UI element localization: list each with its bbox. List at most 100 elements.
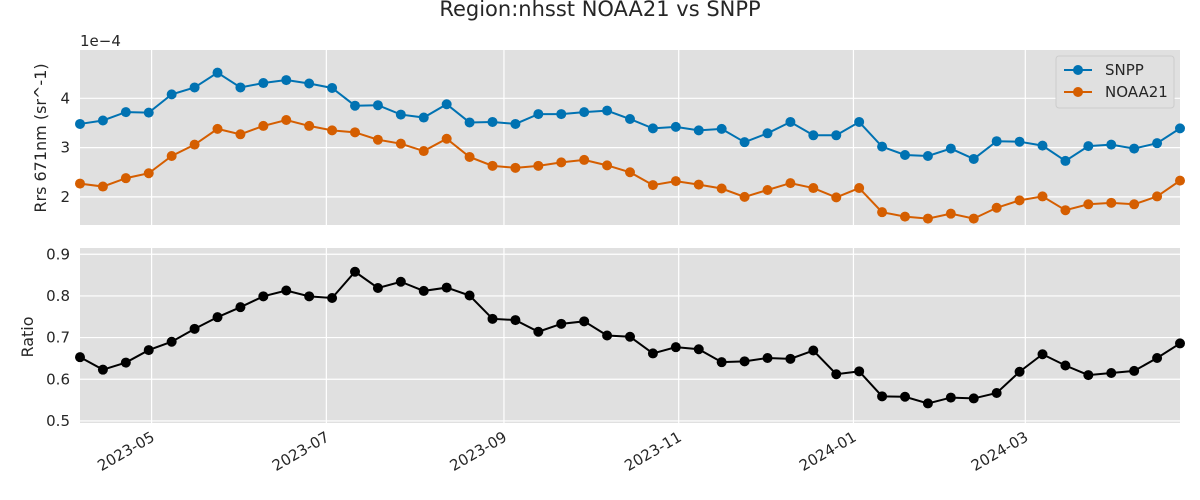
ratio-ratio-point	[487, 313, 498, 324]
ratio-ratio-point	[304, 291, 315, 302]
x-tick-label: 2024-01	[796, 428, 859, 475]
ratio-ratio-point	[922, 398, 933, 409]
x-tick-label: 2023-09	[447, 428, 510, 475]
rrs-noaa21-point	[808, 183, 819, 194]
rrs-noaa21-point	[120, 173, 131, 184]
rrs-snpp-point	[120, 107, 131, 118]
rrs-snpp-point	[372, 100, 383, 111]
ratio-ratio-point	[968, 393, 979, 404]
rrs-snpp-point	[1152, 138, 1163, 149]
ratio-ratio-point	[716, 357, 727, 368]
ratio-ratio-point	[441, 282, 452, 293]
ratio-series	[75, 266, 1185, 409]
rrs-noaa21-point	[854, 183, 865, 194]
rrs-noaa21-point	[281, 115, 292, 125]
rrs-snpp-point	[716, 123, 727, 134]
rrs-noaa21-point	[877, 207, 888, 218]
rrs-snpp-point	[1083, 141, 1094, 152]
ratio-y-tick-label: 0.6	[46, 370, 70, 388]
ratio-ratio-point	[1175, 338, 1185, 349]
ratio-ratio-point	[120, 357, 131, 368]
rrs-snpp-point	[670, 121, 681, 132]
rrs-noaa21-point	[991, 202, 1002, 213]
rrs-noaa21-point	[395, 138, 406, 149]
ratio-ratio-point	[1014, 366, 1025, 377]
rrs-noaa21-point	[464, 151, 475, 162]
rrs-snpp-point	[281, 75, 292, 86]
legend-noaa21-marker	[1073, 87, 1083, 97]
rrs-snpp-point	[602, 105, 613, 116]
rrs-snpp-point	[350, 100, 360, 111]
ratio-ratio-point	[1037, 349, 1048, 360]
ratio-ratio-point	[143, 345, 154, 356]
ratio-panel: 0.5 0.6 0.7 0.8 0.9 Ratio	[18, 245, 1185, 430]
ratio-ratio-point	[670, 342, 681, 353]
ratio-ratio-point	[647, 348, 658, 359]
rrs-snpp-point	[143, 107, 154, 118]
ratio-ratio-point	[900, 391, 910, 402]
rrs-noaa21-point	[556, 157, 567, 168]
rrs-noaa21-point	[579, 154, 590, 165]
ratio-ratio-point	[808, 345, 819, 356]
rrs-noaa21-point	[1152, 191, 1163, 202]
rrs-noaa21-point	[1106, 197, 1117, 208]
rrs-offset-label: 1e−4	[80, 32, 121, 50]
rrs-snpp-point	[785, 116, 796, 127]
ratio-ratio-point	[97, 364, 108, 375]
rrs-noaa21-point	[533, 160, 544, 171]
rrs-noaa21-point	[327, 125, 338, 136]
x-tick-label: 2023-11	[621, 428, 684, 475]
rrs-snpp-point	[75, 118, 85, 129]
rrs-noaa21-point	[647, 180, 658, 191]
rrs-snpp-point	[1060, 155, 1071, 166]
x-tick-label: 2023-07	[269, 428, 332, 475]
rrs-snpp-point	[1014, 136, 1025, 147]
ratio-ratio-point	[75, 352, 85, 363]
rrs-noaa21-point	[1037, 191, 1048, 202]
rrs-snpp-point	[854, 116, 865, 127]
ratio-ratio-point	[693, 344, 704, 355]
ratio-ratio-point	[602, 330, 613, 341]
rrs-snpp-point	[647, 123, 658, 134]
ratio-ratio-point	[854, 366, 865, 377]
rrs-snpp-point	[418, 112, 429, 123]
ratio-ratio-point	[235, 302, 246, 313]
rrs-snpp-point	[556, 109, 567, 120]
ratio-ratio-point	[533, 326, 544, 337]
rrs-snpp-point	[327, 82, 338, 93]
rrs-snpp-point	[945, 143, 956, 154]
ratio-y-tick-labels: 0.5 0.6 0.7 0.8 0.9	[46, 245, 70, 430]
rrs-noaa21-point	[625, 167, 635, 178]
ratio-y-tick-label: 0.9	[46, 245, 70, 263]
rrs-noaa21-point	[75, 178, 85, 189]
legend-noaa21-label: NOAA21	[1105, 83, 1168, 101]
rrs-snpp-point	[968, 153, 979, 164]
ratio-ratio-point	[1129, 365, 1140, 376]
rrs-noaa21-point	[693, 179, 704, 190]
ratio-ratio-point	[510, 315, 521, 326]
ratio-ratio-point	[785, 353, 796, 364]
rrs-y-tick-label: 2	[60, 188, 70, 206]
rrs-grid	[80, 50, 1180, 225]
ratio-ratio-point	[212, 312, 223, 323]
rrs-snpp-point	[97, 115, 108, 126]
rrs-panel: 2 3 4 1e−4 Rrs 671nm (sr^-1) SNPP NOAA21	[31, 32, 1185, 225]
rrs-noaa21-point	[1060, 205, 1071, 216]
ratio-ratio-point	[739, 356, 750, 367]
ratio-ratio-point	[877, 391, 888, 402]
rrs-noaa21-point	[1129, 199, 1140, 210]
legend-snpp-label: SNPP	[1105, 61, 1144, 79]
rrs-y-tick-label: 4	[60, 89, 70, 107]
rrs-snpp-point	[579, 107, 590, 118]
rrs-snpp-point	[762, 128, 773, 139]
rrs-noaa21-point	[1083, 199, 1094, 210]
rrs-noaa21-point	[922, 213, 933, 224]
ratio-ratio-point	[579, 316, 590, 327]
rrs-snpp-point	[510, 118, 521, 129]
rrs-noaa21-point	[258, 120, 269, 131]
rrs-snpp-point	[533, 109, 544, 120]
ratio-ratio-point	[625, 331, 635, 342]
rrs-snpp-point	[1106, 139, 1117, 150]
rrs-snpp-point	[487, 116, 498, 127]
